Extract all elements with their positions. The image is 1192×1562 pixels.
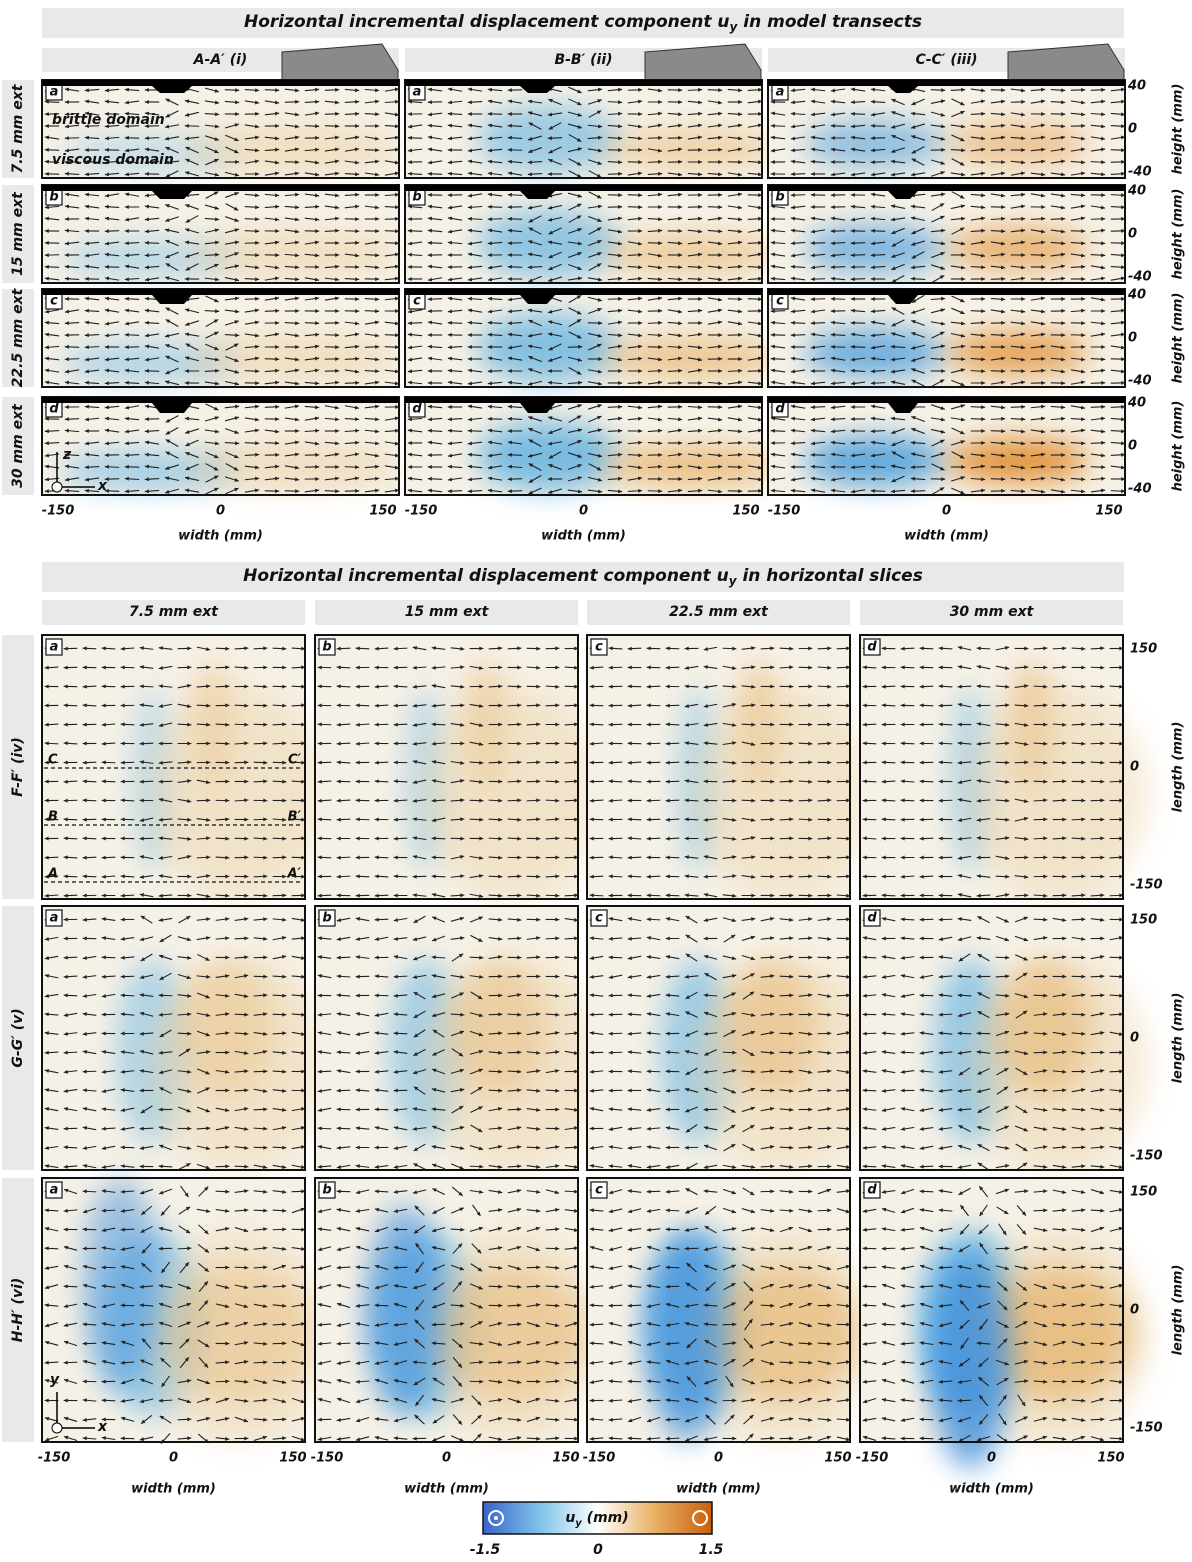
x-axis-label: width (mm) <box>904 529 989 544</box>
surface <box>405 289 762 295</box>
heat-blob <box>804 119 947 168</box>
heat-blob <box>947 439 1090 482</box>
heat-blob <box>185 441 399 490</box>
row-label: 7.5 mm ext <box>10 83 26 173</box>
panel-letter: b <box>775 190 784 205</box>
surface <box>405 185 762 191</box>
surface <box>768 397 1125 403</box>
x-tick-label: 150 <box>1095 504 1122 519</box>
panel-letter: d <box>49 402 59 417</box>
column-header: A-A′ (i) <box>193 52 248 68</box>
heat-blob <box>947 122 1090 165</box>
y-tick-label: 0 <box>1128 439 1137 454</box>
x-tick-label: -150 <box>768 504 801 519</box>
heat-blob <box>947 331 1090 374</box>
y-tick-label: -40 <box>1128 482 1152 497</box>
surface <box>42 80 399 86</box>
surface <box>42 185 399 191</box>
x-tick-label: 0 <box>216 504 225 519</box>
x-tick-label: 0 <box>579 504 588 519</box>
panel-letter: b <box>49 190 58 205</box>
y-tick-label: -40 <box>1128 165 1152 180</box>
column-header: 30 mm ext <box>950 604 1035 620</box>
column-header: B-B′ (ii) <box>554 52 612 68</box>
column-header: C-C′ (iii) <box>915 52 977 68</box>
title-part: in model transects <box>737 12 922 32</box>
surface <box>405 397 762 403</box>
y-axis-label: height (mm) <box>1171 401 1186 492</box>
panel-letter: b <box>412 190 421 205</box>
title-part: Horizontal incremental displacement comp… <box>244 12 730 32</box>
x-tick-label: 150 <box>732 504 759 519</box>
heat-blob <box>147 688 331 899</box>
axis-symbol: x <box>97 478 108 494</box>
x-axis-label: width (mm) <box>541 529 626 544</box>
x-tick-label: -150 <box>405 504 438 519</box>
heat-blob <box>692 688 876 899</box>
title-part: Horizontal incremental displacement comp… <box>243 566 729 586</box>
heat-blob <box>947 227 1090 270</box>
surface <box>42 397 399 403</box>
panel-letter: b <box>322 640 331 655</box>
surface <box>768 289 1125 295</box>
panel-letter: a <box>50 85 59 100</box>
axis-symbol: z <box>62 447 72 463</box>
panel-letter: a <box>50 640 59 655</box>
panel-letter: c <box>413 294 421 309</box>
y-tick-label: 40 <box>1127 184 1146 199</box>
column-header: 15 mm ext <box>405 604 490 620</box>
row-label: 22.5 mm ext <box>10 287 26 387</box>
y-tick-label: -40 <box>1128 374 1152 389</box>
y-tick-label: 0 <box>1128 122 1137 137</box>
heat-blob <box>185 124 399 173</box>
heat-blob <box>420 688 604 899</box>
panel-letter: c <box>50 294 58 309</box>
surface <box>42 289 399 295</box>
panel-letter: d <box>412 402 422 417</box>
y-tick-label: 40 <box>1127 396 1146 411</box>
heat-blob <box>965 688 1149 899</box>
title-part: in horizontal slices <box>737 566 923 586</box>
surface <box>405 80 762 86</box>
title: Horizontal incremental displacement comp… <box>244 12 922 34</box>
x-tick-label: 0 <box>942 504 951 519</box>
panel-letter: a <box>413 85 422 100</box>
y-axis-label: height (mm) <box>1171 84 1186 175</box>
surface <box>768 185 1125 191</box>
title: Horizontal incremental displacement comp… <box>243 566 923 588</box>
x-tick-label: 150 <box>369 504 396 519</box>
y-tick-label: 40 <box>1127 288 1146 303</box>
y-tick-label: 0 <box>1128 227 1137 242</box>
panel-letter: d <box>775 402 785 417</box>
panel-letter: a <box>776 85 785 100</box>
column-header: 22.5 mm ext <box>669 604 769 620</box>
y-tick-label: -40 <box>1128 270 1152 285</box>
row-label: 30 mm ext <box>10 403 26 488</box>
annotation: brittle domain <box>52 112 165 128</box>
annotation: viscous domain <box>52 152 174 168</box>
x-axis-label: width (mm) <box>178 529 263 544</box>
out-symbol <box>52 482 62 492</box>
panel-letter: c <box>595 640 603 655</box>
x-tick-label: -150 <box>42 504 75 519</box>
heat-blob <box>185 333 399 382</box>
y-axis-label: height (mm) <box>1171 189 1186 280</box>
y-tick-label: 0 <box>1128 331 1137 346</box>
column-header: 7.5 mm ext <box>129 604 219 620</box>
panel-letter: c <box>776 294 784 309</box>
row-label: 15 mm ext <box>10 191 26 276</box>
y-tick-label: 40 <box>1127 79 1146 94</box>
surface <box>768 80 1125 86</box>
y-axis-label: height (mm) <box>1171 293 1186 384</box>
row-label: F-F′ (iv) <box>10 737 26 797</box>
